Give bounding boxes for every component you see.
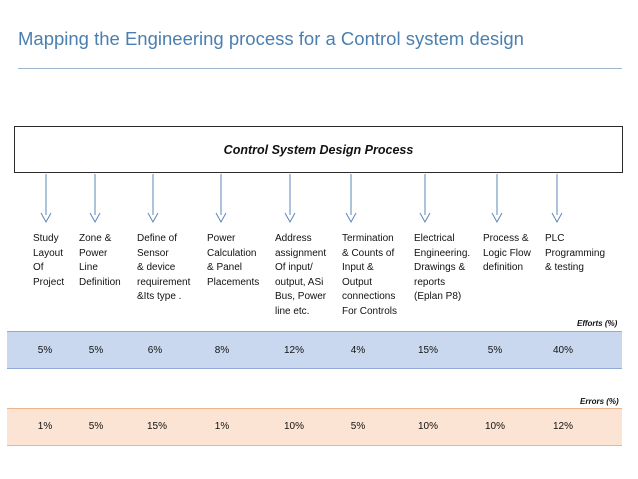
errors-title: Errors (%): [580, 397, 619, 406]
process-label: Control System Design Process: [223, 142, 414, 157]
process-box: Control System Design Process: [14, 126, 623, 173]
arrow-head-icon: [215, 212, 227, 224]
arrow-head-icon: [345, 212, 357, 224]
errors-value: 5%: [88, 421, 104, 432]
step-power-calculation: Power Calculation & Panel Placements: [207, 233, 260, 288]
errors-value: 1%: [37, 421, 53, 432]
arrow-head-icon: [89, 212, 101, 224]
arrow-head-icon: [419, 212, 431, 224]
efforts-value: 12%: [283, 345, 305, 356]
arrow-head-icon: [40, 212, 52, 224]
arrow-head-icon: [284, 212, 296, 224]
step-process-logic: Process & Logic Flow definition: [483, 233, 531, 273]
step-plc-programming: PLC Programming & testing: [545, 233, 606, 273]
efforts-value: 5%: [37, 345, 53, 356]
efforts-value: 8%: [214, 345, 230, 356]
efforts-title: Efforts (%): [577, 319, 618, 328]
errors-value: 10%: [283, 421, 305, 432]
step-address-assignment: Address assignment Of input/ output, ASi…: [275, 233, 327, 317]
arrow-head-icon: [147, 212, 159, 224]
efforts-value: 40%: [552, 345, 574, 356]
title-divider: [18, 68, 622, 69]
errors-value: 10%: [417, 421, 439, 432]
efforts-band: 5% 5% 6% 8% 12% 4% 15% 5% 40%: [7, 331, 622, 369]
errors-value: 10%: [484, 421, 506, 432]
step-electrical-engineering: Electrical Engineering. Drawings & repor…: [414, 233, 471, 302]
arrow-head-icon: [551, 212, 563, 224]
errors-value: 15%: [146, 421, 168, 432]
efforts-value: 15%: [417, 345, 439, 356]
step-study-layout: Study Layout Of Project: [33, 233, 65, 288]
step-define-sensor: Define of Sensor & device requirement &I…: [137, 233, 191, 302]
errors-value: 5%: [350, 421, 366, 432]
step-zone-power: Zone & Power Line Definition: [79, 233, 121, 288]
step-termination: Termination & Counts of Input & Output c…: [342, 233, 398, 317]
errors-band: 1% 5% 15% 1% 10% 5% 10% 10% 12%: [7, 408, 622, 446]
efforts-value: 5%: [487, 345, 503, 356]
efforts-value: 4%: [350, 345, 366, 356]
arrow-head-icon: [491, 212, 503, 224]
page-title: Mapping the Engineering process for a Co…: [18, 28, 524, 49]
errors-value: 12%: [552, 421, 574, 432]
efforts-value: 6%: [147, 345, 163, 356]
efforts-value: 5%: [88, 345, 104, 356]
errors-value: 1%: [214, 421, 230, 432]
